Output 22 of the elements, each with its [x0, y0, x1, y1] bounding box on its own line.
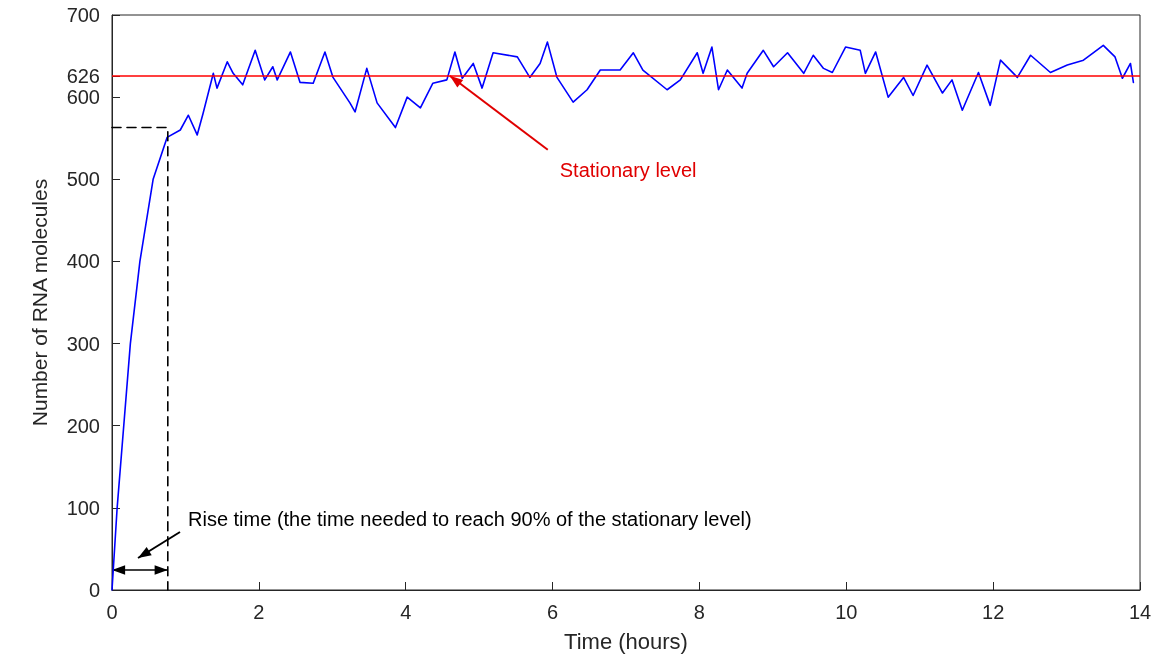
x-tick-label: 12 [982, 601, 1005, 623]
y-tick-label: 500 [66, 168, 100, 191]
x-tick-label: 8 [693, 601, 705, 623]
annotation: Stationary level [559, 158, 697, 181]
y-tick-label: 400 [66, 250, 100, 273]
y-tick-label: 600 [66, 86, 100, 109]
x-axis-title: Time (hours) [564, 628, 688, 654]
x-tick-label: 2 [253, 601, 265, 623]
y-tick-label: 700 [66, 4, 100, 26]
y-axis-title: Number of RNA molecules [28, 178, 51, 427]
y-tick-label: 0 [88, 579, 100, 601]
line-series [111, 41, 1135, 591]
x-tick-label: 6 [547, 601, 559, 623]
x-tick-label: 4 [400, 601, 412, 623]
y-tick-label: 300 [66, 332, 100, 355]
annotation: Rise time (the time needed to reach 90% of the stationary level) [188, 508, 752, 530]
x-tick-label: 10 [835, 601, 858, 623]
y-tick-label: 100 [66, 496, 100, 519]
x-tick-label: 14 [1128, 601, 1152, 623]
y-tick-label: 200 [66, 414, 100, 437]
x-tick-label: 0 [106, 601, 118, 623]
y-tick-label: 626 [66, 64, 100, 87]
